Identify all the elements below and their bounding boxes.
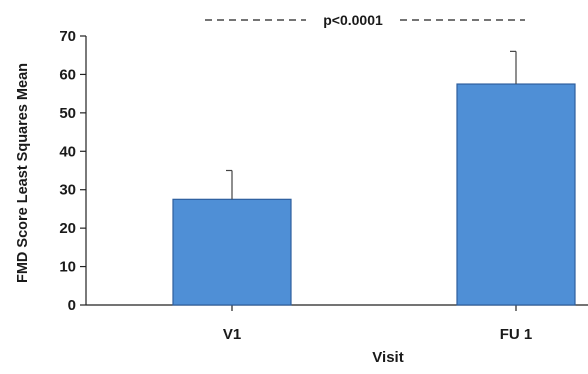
y-tick-label: 10 <box>59 259 76 276</box>
y-tick-label: 0 <box>68 297 76 314</box>
y-tick-label: 20 <box>59 220 76 237</box>
x-tick-label: V1 <box>223 326 241 343</box>
bar <box>172 198 292 306</box>
x-axis: V1 FU 1 <box>86 304 588 343</box>
significance-annotation: p<0.0001 <box>205 12 525 28</box>
y-tick-label: 60 <box>59 66 76 83</box>
bars <box>172 83 576 306</box>
error-bars <box>226 50 517 200</box>
y-tick-label: 70 <box>59 28 76 45</box>
y-tick-label: 50 <box>59 105 76 122</box>
y-tick-label: 40 <box>59 143 76 160</box>
x-tick-label: FU 1 <box>500 326 533 343</box>
y-axis: 0 10 20 30 40 50 60 70 <box>59 28 87 314</box>
p-value-label: p<0.0001 <box>323 12 383 28</box>
bar <box>456 83 576 306</box>
x-axis-label: Visit <box>372 349 403 366</box>
y-axis-label: FMD Score Least Squares Mean <box>15 63 31 283</box>
y-tick-label: 30 <box>59 182 76 199</box>
